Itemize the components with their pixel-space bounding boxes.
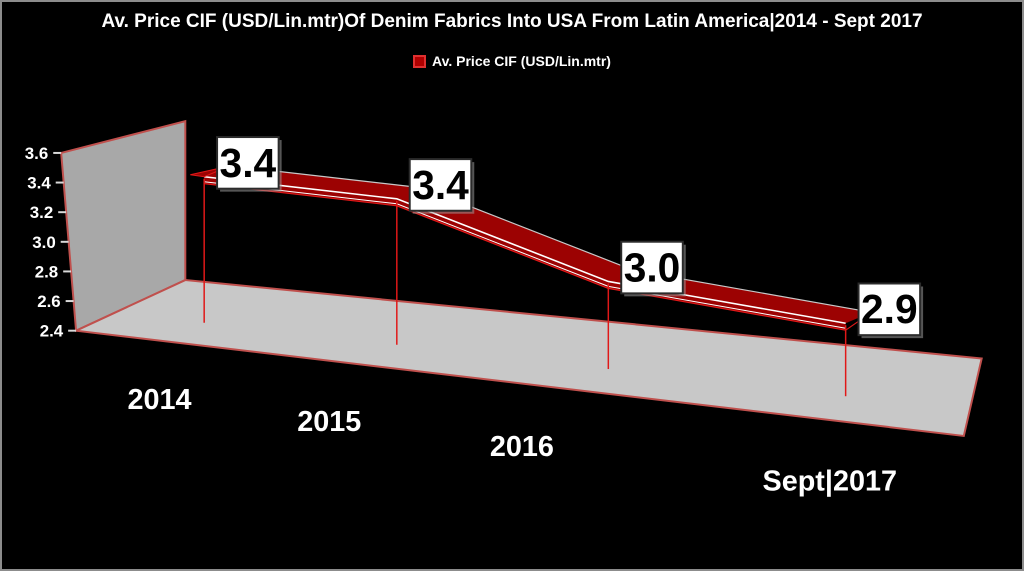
y-tick-label: 3.0 <box>32 233 55 252</box>
value-label: 3.4 <box>220 140 277 186</box>
chart-title: Av. Price CIF (USD/Lin.mtr)Of Denim Fabr… <box>101 11 923 32</box>
y-tick-label: 3.4 <box>27 174 51 193</box>
legend-label: Av. Price CIF (USD/Lin.mtr) <box>432 53 611 69</box>
ribbon-under-highlight <box>204 181 846 329</box>
ribbon-front-edge <box>204 175 846 325</box>
y-tick-label: 2.8 <box>35 262 58 281</box>
value-label: 3.0 <box>624 244 681 290</box>
value-label-box <box>620 240 684 295</box>
ribbon-back-edge <box>229 165 872 313</box>
legend: Av. Price CIF (USD/Lin.mtr) <box>2 53 1022 69</box>
ribbon-bottom-edge <box>204 183 846 331</box>
x-category-label: Sept|2017 <box>763 466 897 498</box>
ribbon-band <box>204 165 872 324</box>
value-label-box <box>857 282 922 337</box>
value-label: 2.9 <box>861 286 918 332</box>
y-tick-label: 3.6 <box>25 144 48 163</box>
x-category-label: 2015 <box>297 406 361 438</box>
y-tick-label: 2.4 <box>40 322 64 341</box>
value-label-box <box>408 158 473 212</box>
y-tick-label: 2.6 <box>37 292 60 311</box>
floor <box>72 279 983 438</box>
y-tick-label: 3.2 <box>30 203 53 222</box>
legend-series-marker-icon <box>413 54 427 68</box>
x-category-label: 2014 <box>127 384 191 416</box>
value-label-box <box>216 136 280 190</box>
value-label: 3.4 <box>412 162 469 208</box>
x-category-label: 2016 <box>490 431 554 463</box>
